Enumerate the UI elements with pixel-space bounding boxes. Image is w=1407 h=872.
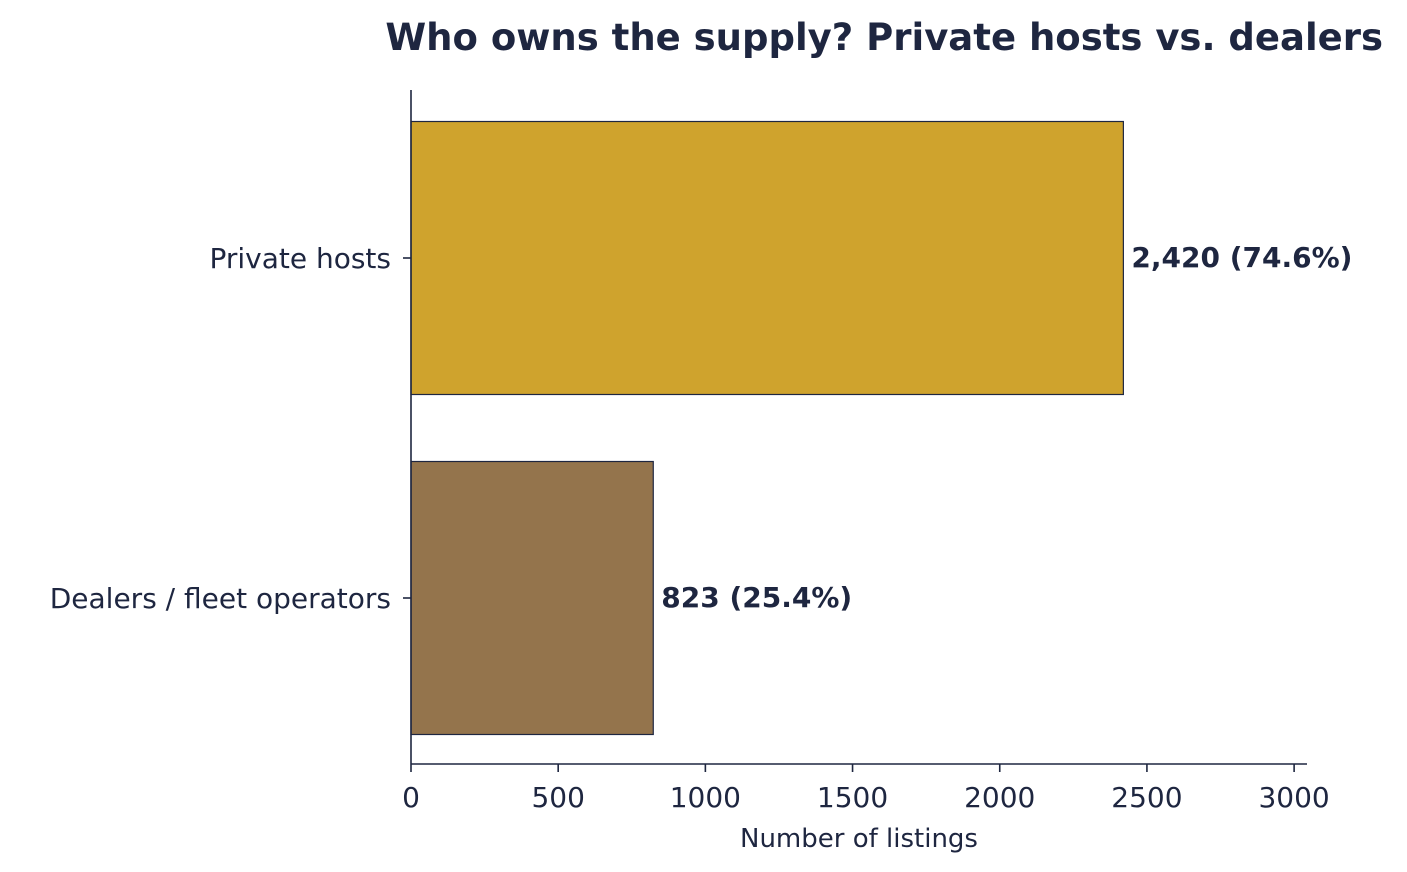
bars-group — [410, 120, 1124, 736]
bar-dealers-fleet-operators — [410, 460, 654, 736]
y-tick-label-dealers-fleet-operators: Dealers / fleet operators — [50, 582, 391, 615]
x-axis-title: Number of listings — [740, 824, 978, 854]
x-tick-label-2500: 2500 — [1111, 781, 1182, 814]
labels-group: Private hosts 2,420 (74.6%) Dealers / flee… — [50, 241, 1353, 814]
chart-title: Who owns the supply? Private hosts vs. d… — [385, 16, 1383, 59]
x-tick-label-1500: 1500 — [817, 781, 888, 814]
x-tick-label-3000: 3000 — [1258, 781, 1329, 814]
axes-group — [403, 90, 1307, 772]
data-label-private-hosts: 2,420 (74.6%) — [1131, 241, 1352, 274]
x-tick-label-2000: 2000 — [964, 781, 1035, 814]
x-tick-label-500: 500 — [531, 781, 584, 814]
bar-private-hosts — [410, 120, 1124, 396]
x-tick-label-0: 0 — [402, 781, 420, 814]
data-label-dealers-fleet-operators: 823 (25.4%) — [661, 581, 852, 614]
x-tick-label-1000: 1000 — [670, 781, 741, 814]
y-tick-label-private-hosts: Private hosts — [209, 242, 391, 275]
